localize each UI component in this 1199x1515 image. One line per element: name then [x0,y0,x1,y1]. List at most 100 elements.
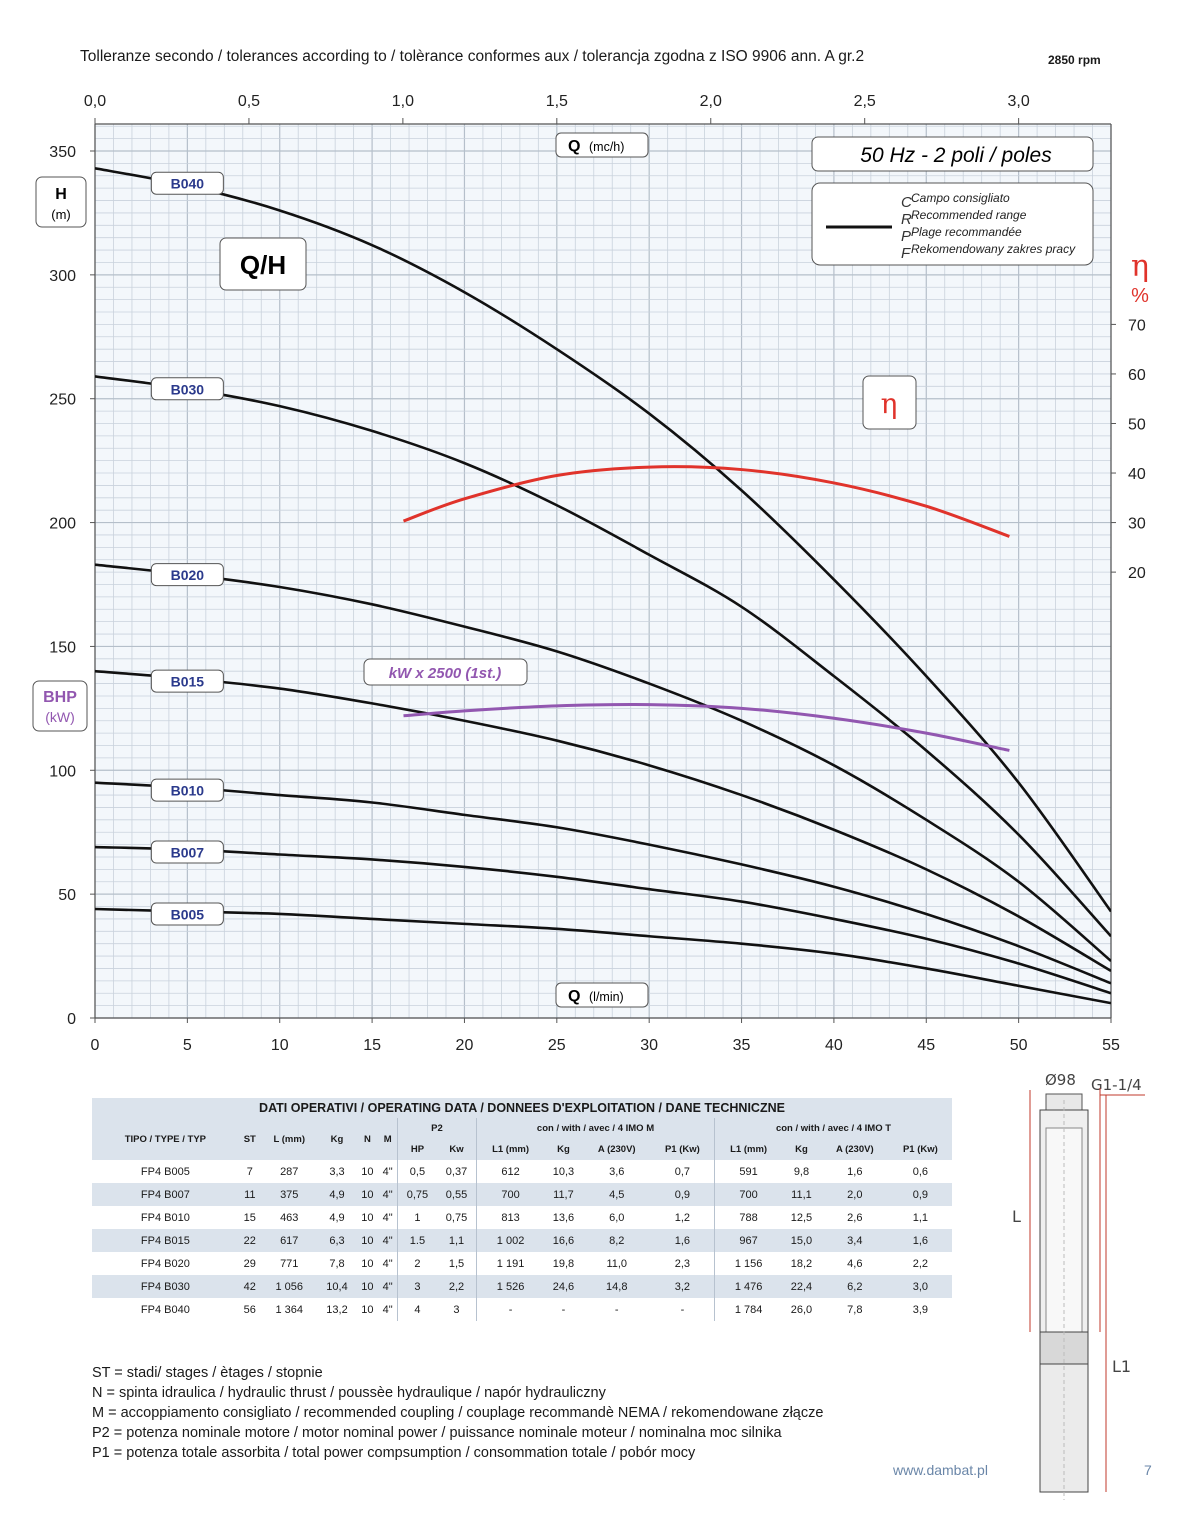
table-cell: 1,5 [448,1257,465,1270]
table-cell: 1 002 [476,1229,545,1252]
table-cell: 26,0 [790,1303,813,1316]
operating-data-table: DATI OPERATIVI / OPERATING DATA / DONNEE… [92,1098,952,1321]
table-header-row-2: HP Kw L1 (mm) Kg A (230V) P1 (Kw) L1 (mm) Kg A (… [92,1138,952,1160]
range-letter: C [901,194,912,211]
table-header-cell: con / with / avec / 4 IMO M [476,1118,715,1138]
table-row: FP4 B040 56 1 364 13,2 10 4" 4 3 - - - - 1 784 26,0 7,… [92,1298,952,1321]
table-cell: 4" [382,1303,393,1316]
table-cell: 4,6 [847,1257,863,1270]
table-cell: 0,75 [396,1183,437,1206]
table-header-cell: Kg [317,1118,357,1160]
table-cell: 14,8 [582,1275,651,1298]
table-cell: 1,6 [847,1165,863,1178]
qh-title-box [219,237,307,291]
table-cell: 1 364 [275,1303,304,1316]
power-curve-label: kW x 2500 (1st.) [389,665,502,682]
curve-labels: B040 B030 B020 B015 B010 B007 B005 [150,171,224,926]
note-st: ST = stadi/ stages / ètages / stopnie [92,1365,323,1381]
table-cell: 2 [396,1252,437,1275]
axes: 0 5 10 15 20 25 30 35 40 45 50 55 0,0 0,5 1,0 1,5 2,0 2,5… [49,93,1146,1054]
table-cell: 0,75 [445,1211,468,1224]
series-line-b015 [95,669,1111,973]
curve-label-b040: B040 [171,176,205,192]
table-cell: 7,8 [329,1257,345,1270]
table-cell: 10 [361,1165,374,1178]
curve-label-b015: B015 [171,674,205,690]
range-legend-text: Plage recommandée [911,225,1022,239]
y2-tick-label: 30 [1128,516,1146,533]
y-tick-label: 300 [49,268,76,285]
table-cell: 3,0 [888,1275,952,1298]
table-subheader-cell: L1 (mm) [476,1138,545,1160]
table-caption: DATI OPERATIVI / OPERATING DATA / DONNEE… [92,1098,952,1118]
table-cell: - [614,1303,619,1316]
x-tick-label: 40 [825,1037,843,1054]
curve-label-b007: B007 [171,845,205,861]
table-cell: 11,1 [782,1183,821,1206]
table-cell: 4 [396,1298,437,1321]
table-cell: 463 [280,1211,299,1224]
range-letter: F [901,245,911,262]
table-cell: 10 [356,1183,379,1206]
curve-label-b030: B030 [171,381,205,397]
note-p1: P1 = potenza totale assorbita / total po… [92,1445,696,1461]
y-tick-label: 200 [49,516,76,533]
table-cell: 12,5 [790,1211,813,1224]
y-tick-label: 150 [49,639,76,656]
table-header-cell: N [356,1118,379,1160]
table-cell: 967 [714,1229,783,1252]
website-link[interactable]: www.dambat.pl [893,1462,988,1478]
table-cell: 1,6 [888,1229,952,1252]
table-cell: 18,2 [790,1257,813,1270]
table-subheader-cell: HP [396,1138,437,1160]
curve-label-b010: B010 [171,783,205,799]
table-cell: 16,6 [544,1229,583,1252]
y2-tick-label: 70 [1128,317,1146,334]
x2-tick-label: 0,0 [84,93,106,110]
table-cell: 11 [238,1183,261,1206]
table-cell: 2,0 [820,1183,889,1206]
table-header-cell: L (mm) [260,1118,318,1160]
range-legend-text: Recommended range [911,208,1027,222]
table-cell: 10 [361,1211,374,1224]
table-cell: 1,6 [650,1229,715,1252]
table-cell: 1 056 [260,1275,318,1298]
table-cell: 612 [476,1160,545,1183]
table-cell: 813 [476,1206,545,1229]
q-top-unit: (mc/h) [589,140,624,154]
series-line-b005 [95,907,1111,1005]
bhp-unit: (kW) [45,709,75,725]
table-cell: 2,6 [847,1211,863,1224]
eta-axis-unit: % [1131,285,1149,307]
curve-label-b020: B020 [171,567,205,583]
table-row: FP4 B015 22 617 6,3 10 4" 1.5 1,1 1 002 16,6 8,2 1,… [92,1229,952,1252]
range-letter: R [901,211,912,228]
y2-tick-label: 40 [1128,466,1146,483]
table-cell: 2,3 [674,1257,691,1270]
range-letter: P [901,228,911,245]
q-bottom-box [555,982,649,1008]
table-cell: 1 784 [714,1298,783,1321]
tolerance-note: Tolleranze secondo / tolerances accordin… [80,48,865,65]
table-cell: 0,9 [888,1183,952,1206]
table-header-row-1: TIPO / TYPE / TYP ST L (mm) Kg N M P2 con / wit… [92,1118,952,1160]
table-cell: 4" [382,1257,393,1270]
table-cell: 0,37 [445,1165,468,1178]
table-cell: 1,1 [912,1211,929,1224]
table-cell: - [561,1303,566,1316]
table-cell: 700 [476,1183,545,1206]
page-number: 7 [1144,1462,1152,1478]
table-cell: 10,3 [552,1165,575,1178]
power-curve-label-box [363,658,528,686]
table-cell: 1 [396,1206,437,1229]
note-n: N = spinta idraulica / hydraulic thrust … [92,1385,606,1401]
table-cell: 4,9 [317,1183,357,1206]
table-header-cell: TIPO / TYPE / TYP [92,1118,239,1160]
q-bottom-label: Q [568,988,580,1005]
frequency-box [811,136,1094,172]
y2-tick-label: 60 [1128,367,1146,384]
table-cell: 22,4 [782,1275,821,1298]
note-m: M = accoppiamento consigliato / recommen… [92,1405,824,1421]
bhp-box [32,680,88,732]
